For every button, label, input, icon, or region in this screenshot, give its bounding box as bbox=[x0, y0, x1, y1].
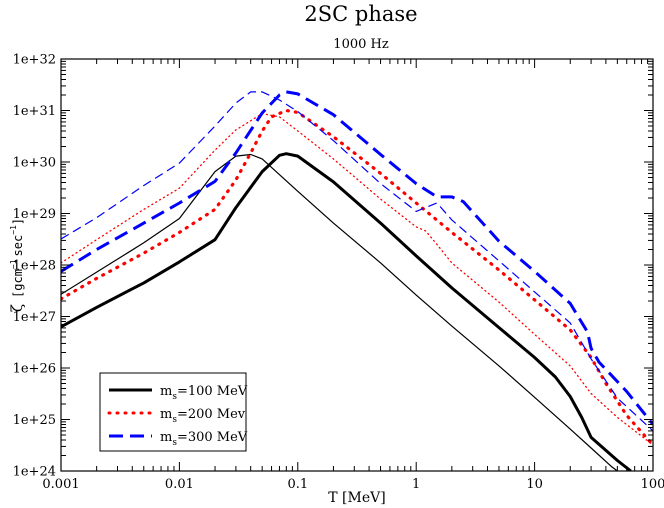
series-line-4 bbox=[61, 90, 653, 426]
y-axis-sec: sec bbox=[11, 235, 25, 257]
y-tick-label: 1e+30 bbox=[13, 156, 56, 171]
y-axis-label: ζ[gcm−1sec−1] bbox=[8, 218, 26, 312]
x-tick-label: 0.01 bbox=[165, 477, 194, 492]
chart-title: 2SC phase bbox=[304, 2, 417, 26]
y-tick-label: 1e+26 bbox=[13, 362, 56, 377]
y-tick-label: 1e+25 bbox=[13, 413, 56, 428]
legend-label-ms300: ms=300 MeV bbox=[160, 430, 248, 448]
series-line-5 bbox=[61, 91, 653, 432]
y-axis-units: [gcm bbox=[11, 269, 25, 298]
y-tick-label: 1e+27 bbox=[13, 310, 56, 325]
y-tick-label: 1e+31 bbox=[13, 104, 56, 119]
series-line-2 bbox=[61, 108, 653, 447]
x-tick-label: 10 bbox=[526, 477, 543, 492]
x-axis-label: T [MeV] bbox=[328, 490, 385, 506]
series-layer bbox=[61, 90, 653, 471]
y-axis-symbol: ζ bbox=[8, 304, 26, 312]
legend: ms=100 MeV ms=200 Mev ms=300 MeV bbox=[99, 372, 248, 452]
y-tick-label: 1e+32 bbox=[13, 53, 56, 68]
series-line-3 bbox=[61, 112, 653, 446]
legend-label-ms100: ms=100 MeV bbox=[160, 384, 248, 402]
x-tick-label: 0.1 bbox=[287, 477, 308, 492]
legend-label-ms200: ms=200 Mev bbox=[160, 407, 246, 425]
x-tick-labels: 0.001 0.01 0.1 1 10 100 bbox=[42, 477, 664, 492]
y-axis-close: ] bbox=[11, 218, 25, 225]
x-tick-label: 100 bbox=[641, 477, 664, 492]
y-axis-exp2: −1 bbox=[9, 225, 18, 235]
chart-subtitle: 1000 Hz bbox=[333, 37, 389, 52]
series-line-1 bbox=[61, 153, 618, 471]
ticks-layer bbox=[60, 58, 654, 472]
series-line-0 bbox=[61, 152, 632, 471]
y-tick-labels: 1e+24 1e+25 1e+26 1e+27 1e+28 1e+29 1e+30 1e+31… bbox=[13, 53, 56, 480]
y-axis-exp1: −1 bbox=[9, 259, 18, 269]
x-tick-label: 1 bbox=[412, 477, 420, 492]
y-tick-label: 1e+24 bbox=[13, 465, 56, 480]
y-tick-label: 1e+29 bbox=[13, 207, 56, 222]
y-tick-label: 1e+28 bbox=[13, 259, 56, 274]
x-tick-label: 0.001 bbox=[42, 477, 79, 492]
